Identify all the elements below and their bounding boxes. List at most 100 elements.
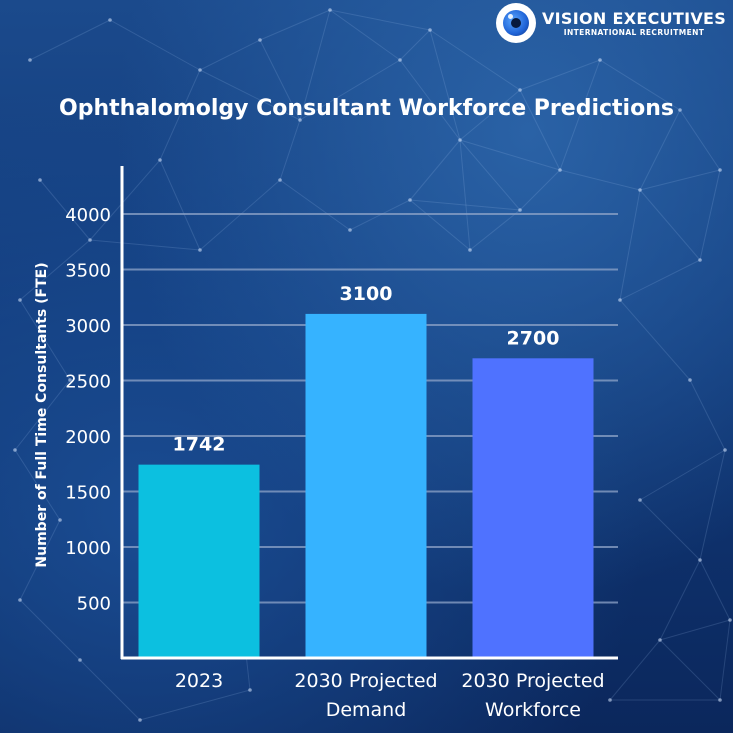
network-node — [198, 248, 202, 252]
network-line — [639, 449, 726, 501]
network-line — [14, 379, 71, 451]
network-line — [659, 619, 731, 641]
x-tick-label: Workforce — [485, 699, 581, 721]
network-line — [699, 169, 721, 261]
network-line — [89, 159, 161, 241]
network-node — [698, 258, 702, 262]
network-node — [138, 718, 142, 722]
network-node — [723, 448, 727, 452]
network-line — [639, 189, 701, 261]
network-node — [598, 58, 602, 62]
network-line — [719, 619, 731, 701]
brand-tagline: INTERNATIONAL RECRUITMENT — [563, 27, 705, 37]
network-node — [28, 58, 32, 62]
network-node — [718, 698, 722, 702]
network-line — [599, 59, 681, 111]
network-node — [688, 378, 692, 382]
network-node — [88, 238, 92, 242]
y-tick-label: 2500 — [65, 372, 111, 393]
network-line — [699, 449, 726, 561]
bar — [138, 464, 260, 658]
network-node — [468, 248, 472, 252]
chart-title: Ophthalomolgy Consultant Workforce Predi… — [59, 96, 674, 121]
network-line — [459, 89, 521, 141]
network-line — [19, 299, 71, 381]
network-line — [329, 9, 401, 61]
network-node — [108, 18, 112, 22]
y-tick-label: 1000 — [65, 538, 111, 559]
network-line — [14, 449, 61, 521]
network-line — [279, 179, 351, 231]
network-node — [728, 618, 732, 622]
network-node — [18, 298, 22, 302]
network-node — [678, 108, 682, 112]
network-node — [398, 58, 402, 62]
network-node — [558, 168, 562, 172]
network-line — [659, 639, 721, 701]
network-line — [19, 599, 81, 661]
network-line — [29, 19, 111, 61]
network-line — [639, 499, 701, 561]
y-tick-label: 500 — [77, 594, 111, 615]
x-tick-label: 2023 — [175, 670, 223, 692]
network-line — [609, 639, 661, 701]
network-line — [79, 659, 141, 721]
network-node — [638, 188, 642, 192]
network-line — [279, 119, 301, 181]
network-line — [639, 169, 721, 191]
network-node — [518, 88, 522, 92]
network-node — [718, 168, 722, 172]
brand-name: VISION EXECUTIVES — [542, 8, 727, 28]
eye-icon — [496, 3, 536, 43]
network-node — [258, 38, 262, 42]
bar — [472, 358, 594, 658]
network-line — [89, 239, 201, 251]
network-line — [409, 139, 461, 201]
network-line — [19, 519, 61, 601]
network-node — [618, 298, 622, 302]
y-tick-label: 4000 — [65, 205, 111, 226]
x-tick-label: 2030 Projected — [461, 670, 604, 692]
network-node — [608, 698, 612, 702]
network-line — [399, 59, 461, 141]
bar — [305, 313, 427, 658]
network-line — [139, 689, 251, 721]
network-line — [399, 29, 431, 61]
network-node — [18, 598, 22, 602]
network-line — [519, 169, 561, 211]
network-line — [699, 559, 731, 621]
network-node — [248, 688, 252, 692]
network-line — [459, 139, 561, 171]
network-node — [638, 498, 642, 502]
network-line — [259, 9, 331, 41]
network-node — [278, 178, 282, 182]
network-line — [109, 19, 201, 71]
network-node — [348, 228, 352, 232]
y-tick-label: 3000 — [65, 316, 111, 337]
network-node — [328, 8, 332, 12]
network-line — [159, 69, 201, 161]
network-line — [429, 29, 461, 141]
network-node — [698, 558, 702, 562]
data-label: 1742 — [173, 434, 226, 456]
network-node — [78, 658, 82, 662]
data-label: 3100 — [340, 283, 393, 305]
network-line — [39, 179, 91, 241]
x-tick-label: Demand — [326, 699, 407, 721]
network-line — [659, 559, 701, 641]
network-line — [459, 139, 521, 211]
network-line — [459, 139, 471, 251]
network-line — [19, 239, 91, 301]
network-node — [428, 28, 432, 32]
data-label: 2700 — [507, 327, 560, 349]
network-line — [409, 199, 471, 251]
network-line — [199, 69, 301, 121]
network-line — [329, 9, 431, 31]
network-line — [299, 9, 331, 121]
network-node — [13, 448, 17, 452]
y-tick-label: 1500 — [65, 483, 111, 504]
network-line — [299, 59, 401, 121]
brand-logo: VISION EXECUTIVES INTERNATIONAL RECRUITM… — [496, 2, 726, 44]
